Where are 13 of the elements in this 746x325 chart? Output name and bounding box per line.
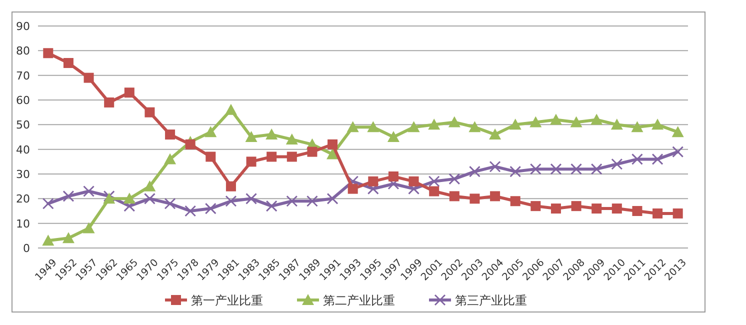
y-tick-label: 10 (16, 217, 30, 230)
legend-label: 第二产业比重 (323, 294, 395, 308)
y-tick-label: 80 (16, 44, 30, 58)
y-tick-label: 0 (23, 242, 30, 255)
y-tick-label: 70 (16, 69, 30, 82)
y-tick-label: 40 (16, 143, 30, 156)
y-tick-label: 30 (16, 168, 30, 181)
y-tick-label: 90 (16, 20, 30, 33)
y-tick-label: 50 (16, 118, 30, 132)
legend-label: 第三产业比重 (455, 294, 527, 308)
y-tick-label: 60 (16, 94, 30, 107)
y-tick-label: 20 (16, 192, 30, 206)
legend-label: 第一产业比重 (191, 294, 263, 308)
